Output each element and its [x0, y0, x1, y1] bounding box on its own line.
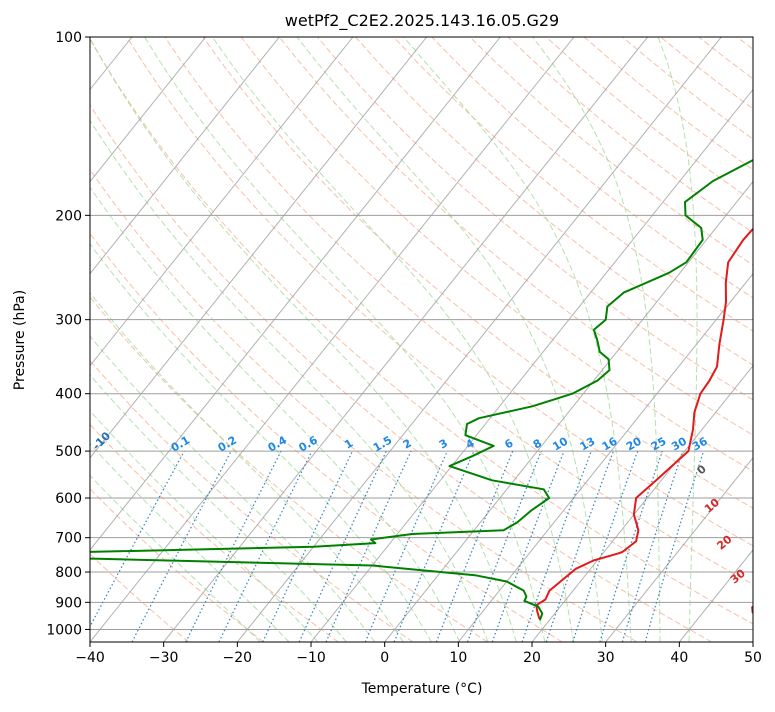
y-axis: 1000 900 800 700 600 500 400 300 200 100: [46, 30, 90, 638]
x-axis-title: Temperature (°C): [361, 681, 483, 697]
mixing-ratio-label: 8: [531, 437, 544, 452]
moist-adiabat-line: [0, 37, 431, 642]
x-tick-label: 0: [380, 650, 389, 666]
dry-adiabat-line: [394, 37, 775, 642]
mixing-ratio-line: [600, 451, 663, 642]
y-tick-label: 700: [55, 531, 82, 547]
dry-adiabat-line: [89, 37, 775, 642]
isotherm-line: [0, 37, 353, 642]
isotherm-line: [16, 37, 500, 642]
x-tick-label: 40: [670, 650, 688, 666]
dry-adiabat-line: [584, 37, 775, 642]
dry-adiabat-line: [203, 37, 775, 642]
dry-adiabat-line: [699, 37, 775, 642]
moist-adiabat-line: [145, 37, 545, 642]
dry-adiabat-line: [356, 37, 775, 642]
isotherm-line: [237, 37, 721, 642]
temperature-profile-line: [536, 37, 775, 619]
dry-adiabat-line: [0, 37, 488, 642]
x-tick-label: −20: [223, 650, 253, 666]
x-tick-label: −30: [149, 650, 179, 666]
y-tick-label: 300: [55, 313, 82, 329]
mixing-ratio-label: 1: [342, 437, 355, 452]
dry-adiabat-label: -20: [2, 396, 25, 419]
isotherm-line: [0, 37, 427, 642]
isopleth-labels: 0.10.20.40.611.52346810131620253036-100-…: [0, 48, 767, 617]
x-tick-label: −40: [75, 650, 105, 666]
mixing-ratio-label: 3: [437, 437, 450, 452]
dry-adiabat-line: [546, 37, 775, 642]
dry-adiabat-line: [508, 37, 775, 642]
x-axis: −40 −30 −20 −10 0 10 20 30 40 50: [75, 642, 762, 666]
mixing-ratio-line: [436, 451, 512, 642]
moist-adiabat-line: [0, 37, 375, 642]
y-tick-label: 900: [55, 595, 82, 611]
dry-adiabat-line: [317, 37, 775, 642]
y-tick-label: 600: [55, 491, 82, 507]
y-axis-title: Pressure (hPa): [12, 290, 28, 390]
profile-lines: [11, 37, 775, 620]
isotherm-line: [311, 37, 775, 642]
moist-adiabat-label: 30: [728, 566, 748, 586]
moist-adiabat-line: [0, 37, 403, 642]
mixing-ratio-line: [468, 451, 542, 642]
moist-adiabat-label: 10: [702, 496, 722, 516]
x-tick-label: 50: [744, 650, 762, 666]
mixing-ratio-line: [82, 451, 184, 642]
mixing-ratio-line: [645, 451, 703, 642]
isotherm-line: [679, 37, 775, 642]
chart-title: wetPf2_C2E2.2025.143.16.05.G29: [285, 11, 559, 31]
y-tick-label: 800: [55, 565, 82, 581]
y-tick-label: 1000: [46, 622, 82, 638]
x-tick-label: 20: [523, 650, 541, 666]
mixing-ratio-line: [326, 451, 411, 642]
y-tick-label: 400: [55, 387, 82, 403]
dry-adiabat-line: [737, 37, 775, 642]
isotherm-line: [0, 37, 58, 642]
isotherm-line: [753, 37, 775, 642]
y-tick-label: 200: [55, 208, 82, 224]
moist-adiabat-label: 40: [747, 598, 767, 618]
mixing-ratio-label: 6: [502, 436, 515, 451]
moist-adiabat-line: [0, 37, 346, 642]
y-tick-label: 100: [55, 30, 82, 46]
mixing-ratio-label: 2: [401, 437, 414, 452]
x-tick-label: 10: [449, 650, 467, 666]
mixing-ratio-line: [522, 451, 591, 642]
mixing-ratio-line: [186, 451, 281, 642]
moist-adiabat-line: [658, 37, 697, 642]
mixing-ratio-line: [365, 451, 447, 642]
mixing-ratio-line: [622, 451, 683, 642]
isotherm-line: [385, 37, 775, 642]
isotherm-line: [606, 37, 775, 642]
x-tick-label: −10: [296, 650, 326, 666]
x-tick-label: 30: [597, 650, 615, 666]
moist-adiabat-label: 20: [714, 532, 734, 552]
isotherm-line: [458, 37, 775, 642]
y-tick-label: 500: [55, 444, 82, 460]
dewpoint-profile-line: [11, 37, 775, 620]
isotherm-line: [164, 37, 648, 642]
